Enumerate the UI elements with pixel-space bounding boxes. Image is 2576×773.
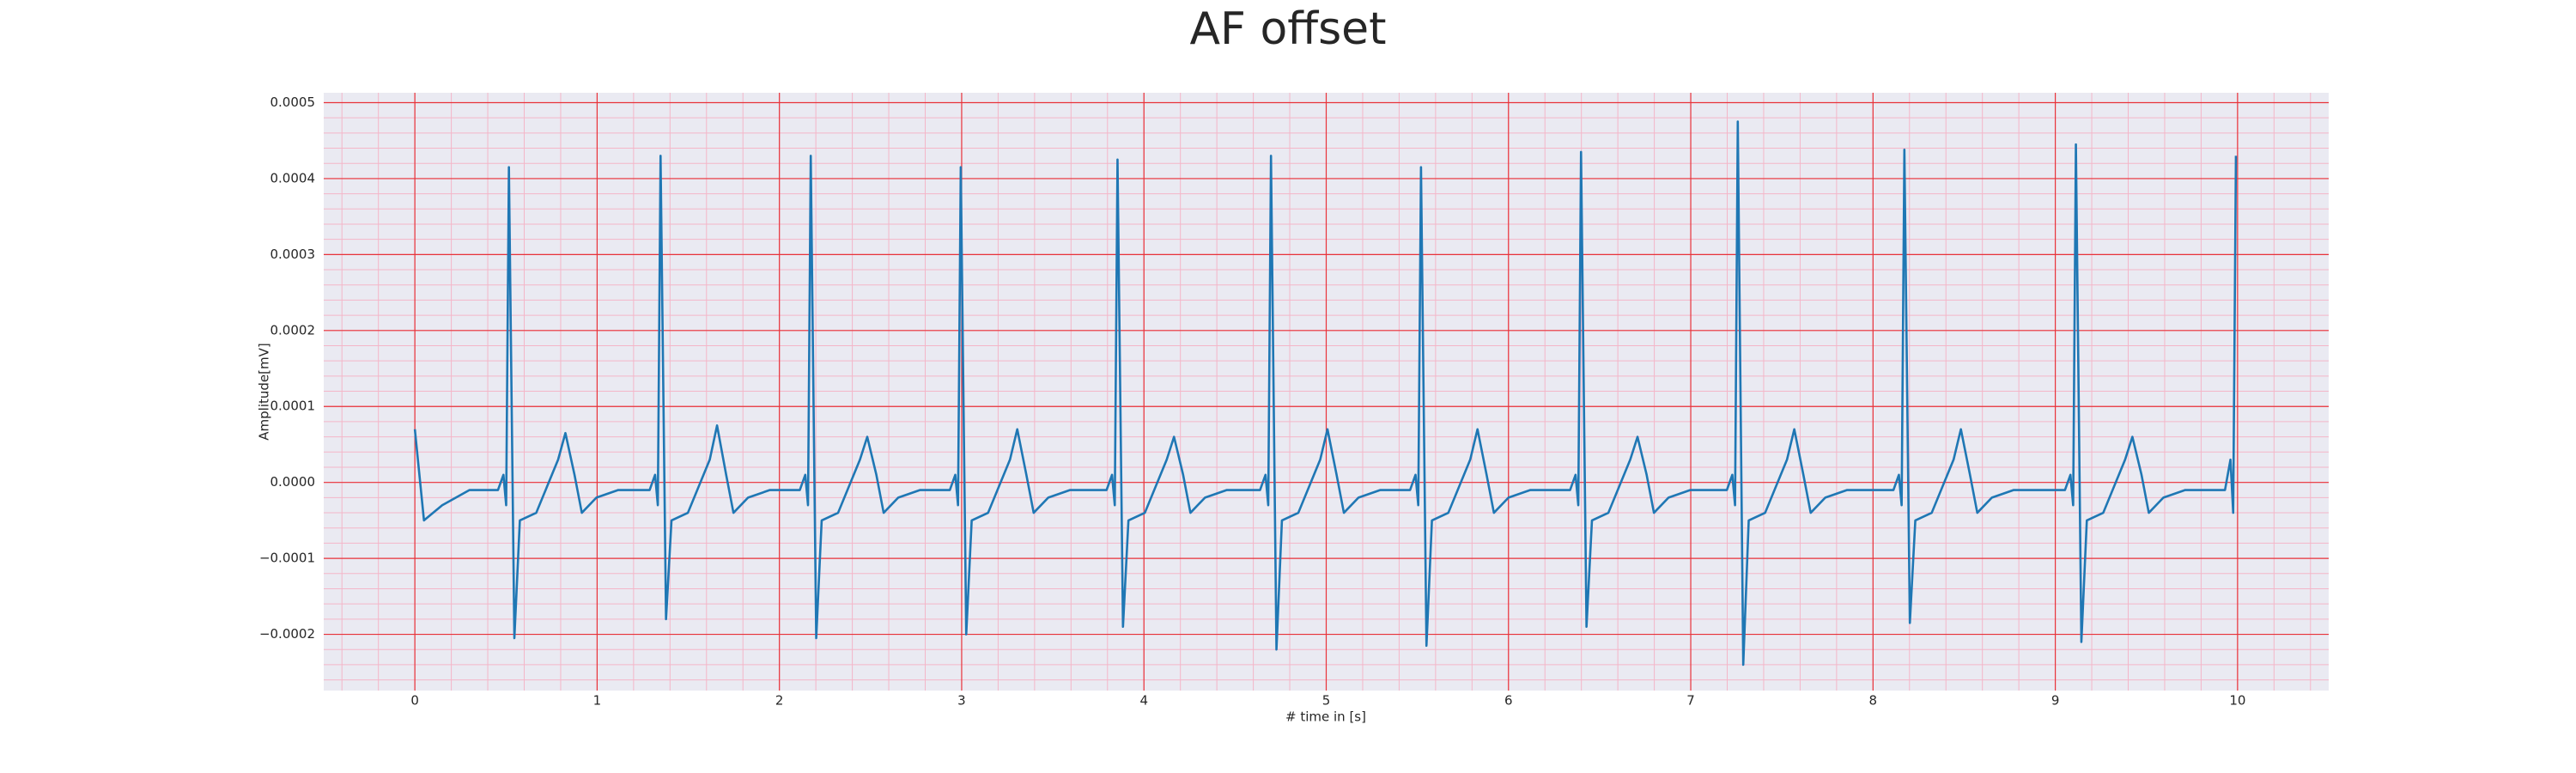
x-tick-label: 5 — [1322, 693, 1331, 709]
x-tick-label: 1 — [593, 693, 602, 709]
x-axis-label: # time in [s] — [1285, 709, 1366, 725]
x-tick-label: 4 — [1139, 693, 1148, 709]
y-tick-label: −0.0001 — [259, 551, 315, 566]
y-tick-label: 0.0003 — [270, 247, 316, 262]
x-tick-label: 9 — [2051, 693, 2060, 709]
x-tick-label: 2 — [775, 693, 784, 709]
marks — [413, 120, 2238, 666]
line-series — [413, 120, 2238, 666]
x-tick-label: 0 — [410, 693, 419, 709]
y-tick-label: 0.0002 — [270, 322, 316, 338]
y-tick-label: 0.0000 — [270, 474, 316, 490]
x-tick-label: 3 — [957, 693, 966, 709]
x-tick-label: 6 — [1504, 693, 1513, 709]
y-tick-label: 0.0005 — [270, 94, 316, 110]
chart-title: AF offset — [1189, 3, 1386, 55]
x-tick-label: 7 — [1686, 693, 1695, 709]
y-tick-label: −0.0002 — [259, 626, 315, 642]
y-tick-label: 0.0001 — [270, 399, 316, 414]
y-axis-label: Amplitude[mV] — [257, 343, 272, 440]
x-tick-label: 8 — [1869, 693, 1878, 709]
y-tick-label: 0.0004 — [270, 170, 316, 186]
x-tick-label: 10 — [2229, 693, 2245, 709]
